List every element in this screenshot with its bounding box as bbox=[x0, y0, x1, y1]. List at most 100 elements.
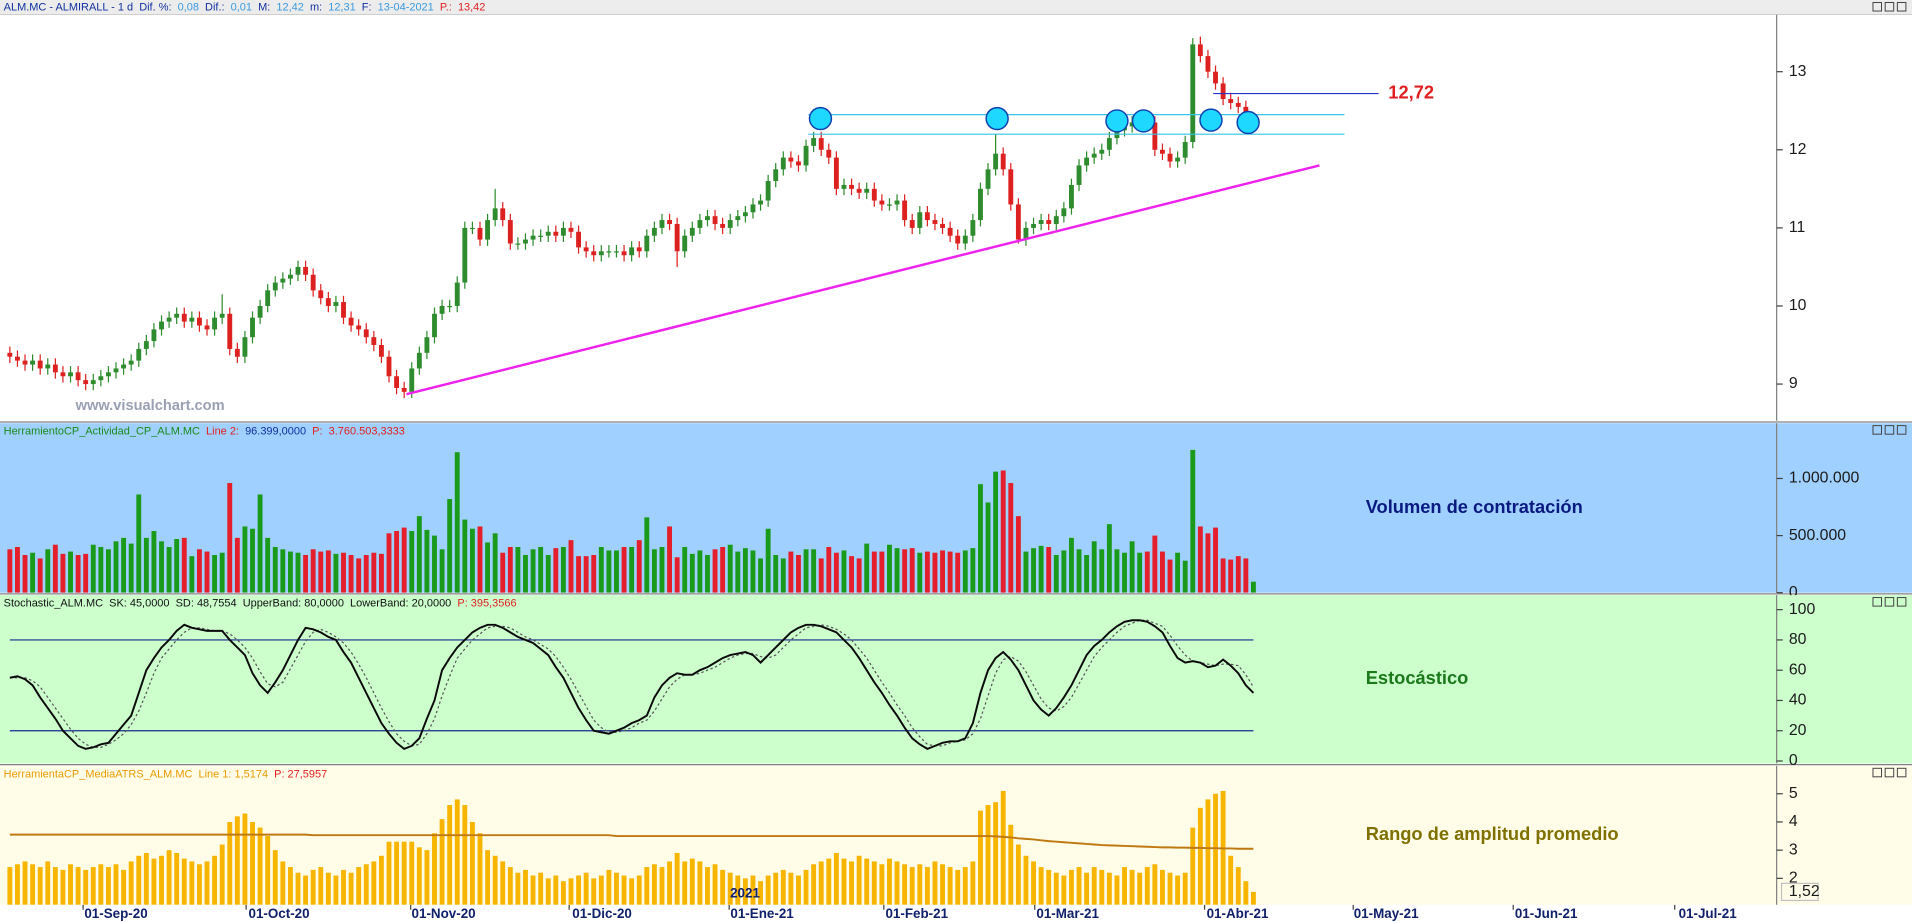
window-button[interactable] bbox=[1872, 597, 1883, 607]
bar bbox=[1152, 535, 1158, 593]
bar bbox=[560, 881, 566, 905]
bar bbox=[90, 544, 96, 593]
candle-body bbox=[773, 169, 779, 182]
bar bbox=[826, 858, 832, 905]
bar bbox=[45, 549, 51, 593]
panel-header: Stochastic_ALM.MC SK: 45,0000 SD: 48,7554 U… bbox=[4, 598, 517, 610]
candle-body bbox=[7, 352, 13, 357]
header-item: 12,31 bbox=[328, 1, 355, 13]
bar bbox=[500, 552, 506, 593]
candle-body bbox=[159, 321, 164, 330]
x-tick-label: 01-Feb-21 bbox=[885, 906, 948, 921]
candle-body bbox=[803, 145, 809, 166]
bar bbox=[378, 553, 384, 593]
bar bbox=[1137, 872, 1143, 905]
bar bbox=[280, 861, 286, 905]
bar bbox=[644, 517, 650, 593]
candle-body bbox=[15, 356, 20, 361]
bar bbox=[1114, 549, 1120, 593]
bar bbox=[818, 861, 824, 905]
candle-body bbox=[174, 313, 180, 318]
bar bbox=[849, 861, 854, 905]
candle-body bbox=[576, 231, 582, 248]
window-button[interactable] bbox=[1884, 425, 1895, 435]
bar bbox=[985, 502, 991, 593]
bar bbox=[530, 549, 536, 593]
candle-body bbox=[742, 212, 748, 217]
bar bbox=[1152, 864, 1158, 905]
candle-body bbox=[750, 204, 756, 213]
bar bbox=[318, 867, 324, 905]
y-tick-label: 4 bbox=[1789, 813, 1798, 830]
bar bbox=[758, 558, 763, 593]
bar bbox=[143, 852, 149, 905]
candle-body bbox=[1106, 138, 1112, 150]
candle-body bbox=[439, 305, 445, 314]
window-button[interactable] bbox=[1872, 425, 1883, 435]
window-button[interactable] bbox=[1896, 425, 1907, 435]
bar bbox=[606, 550, 612, 593]
bar bbox=[727, 544, 733, 593]
y-tick-label: 13 bbox=[1789, 63, 1807, 80]
bar bbox=[924, 867, 930, 905]
window-button[interactable] bbox=[1896, 597, 1907, 607]
bar bbox=[606, 869, 612, 905]
bar bbox=[7, 549, 13, 593]
bar bbox=[720, 869, 726, 905]
y-tick-label: 60 bbox=[1789, 661, 1807, 678]
header-item: 0,01 bbox=[231, 1, 252, 13]
candle-body bbox=[689, 227, 695, 236]
bar bbox=[750, 550, 756, 593]
bar bbox=[591, 878, 597, 905]
bar bbox=[492, 533, 498, 593]
window-button[interactable] bbox=[1872, 767, 1883, 778]
y-tick-label: 10 bbox=[1789, 297, 1807, 314]
window-button[interactable] bbox=[1896, 767, 1907, 778]
x-tick-label: 01-Abr-21 bbox=[1207, 906, 1269, 921]
bar bbox=[1084, 872, 1090, 905]
bar bbox=[955, 552, 961, 593]
bar bbox=[454, 452, 460, 593]
candle-body bbox=[1099, 149, 1105, 154]
bar bbox=[234, 816, 240, 905]
y-tick-label: 0 bbox=[1789, 752, 1798, 769]
window-button[interactable] bbox=[1884, 597, 1895, 607]
window-button[interactable] bbox=[1872, 2, 1883, 12]
candle-body bbox=[515, 243, 521, 245]
bar bbox=[879, 864, 885, 905]
bar bbox=[485, 850, 491, 905]
bar bbox=[553, 875, 559, 905]
window-button[interactable] bbox=[1896, 2, 1907, 12]
bar bbox=[674, 557, 680, 593]
x-tick-label: 01-May-21 bbox=[1354, 906, 1419, 921]
candle-body bbox=[52, 364, 58, 373]
bar bbox=[439, 549, 445, 593]
bar bbox=[1015, 516, 1021, 593]
bar bbox=[1250, 581, 1256, 593]
bar bbox=[894, 861, 900, 905]
bar bbox=[576, 875, 582, 905]
bar bbox=[651, 549, 657, 593]
header-item: P.: bbox=[440, 1, 452, 13]
candle-body bbox=[924, 212, 930, 221]
bar bbox=[856, 558, 862, 593]
bar bbox=[462, 805, 468, 905]
header-item: P: 395,3566 bbox=[457, 598, 516, 610]
window-button[interactable] bbox=[1884, 2, 1895, 12]
bar bbox=[204, 861, 210, 905]
candle-body bbox=[705, 216, 710, 221]
bar bbox=[826, 547, 832, 593]
bar bbox=[136, 494, 142, 593]
y-tick-label: 2 bbox=[1789, 870, 1798, 887]
window-button[interactable] bbox=[1884, 767, 1895, 778]
bar bbox=[803, 869, 809, 905]
bar bbox=[447, 805, 453, 905]
candle-body bbox=[591, 251, 597, 256]
bar bbox=[849, 556, 854, 593]
bar bbox=[136, 855, 142, 905]
bar bbox=[409, 841, 415, 905]
candle-body bbox=[121, 364, 127, 369]
candle-body bbox=[833, 157, 839, 189]
bar bbox=[363, 864, 369, 905]
bar bbox=[1008, 483, 1014, 593]
